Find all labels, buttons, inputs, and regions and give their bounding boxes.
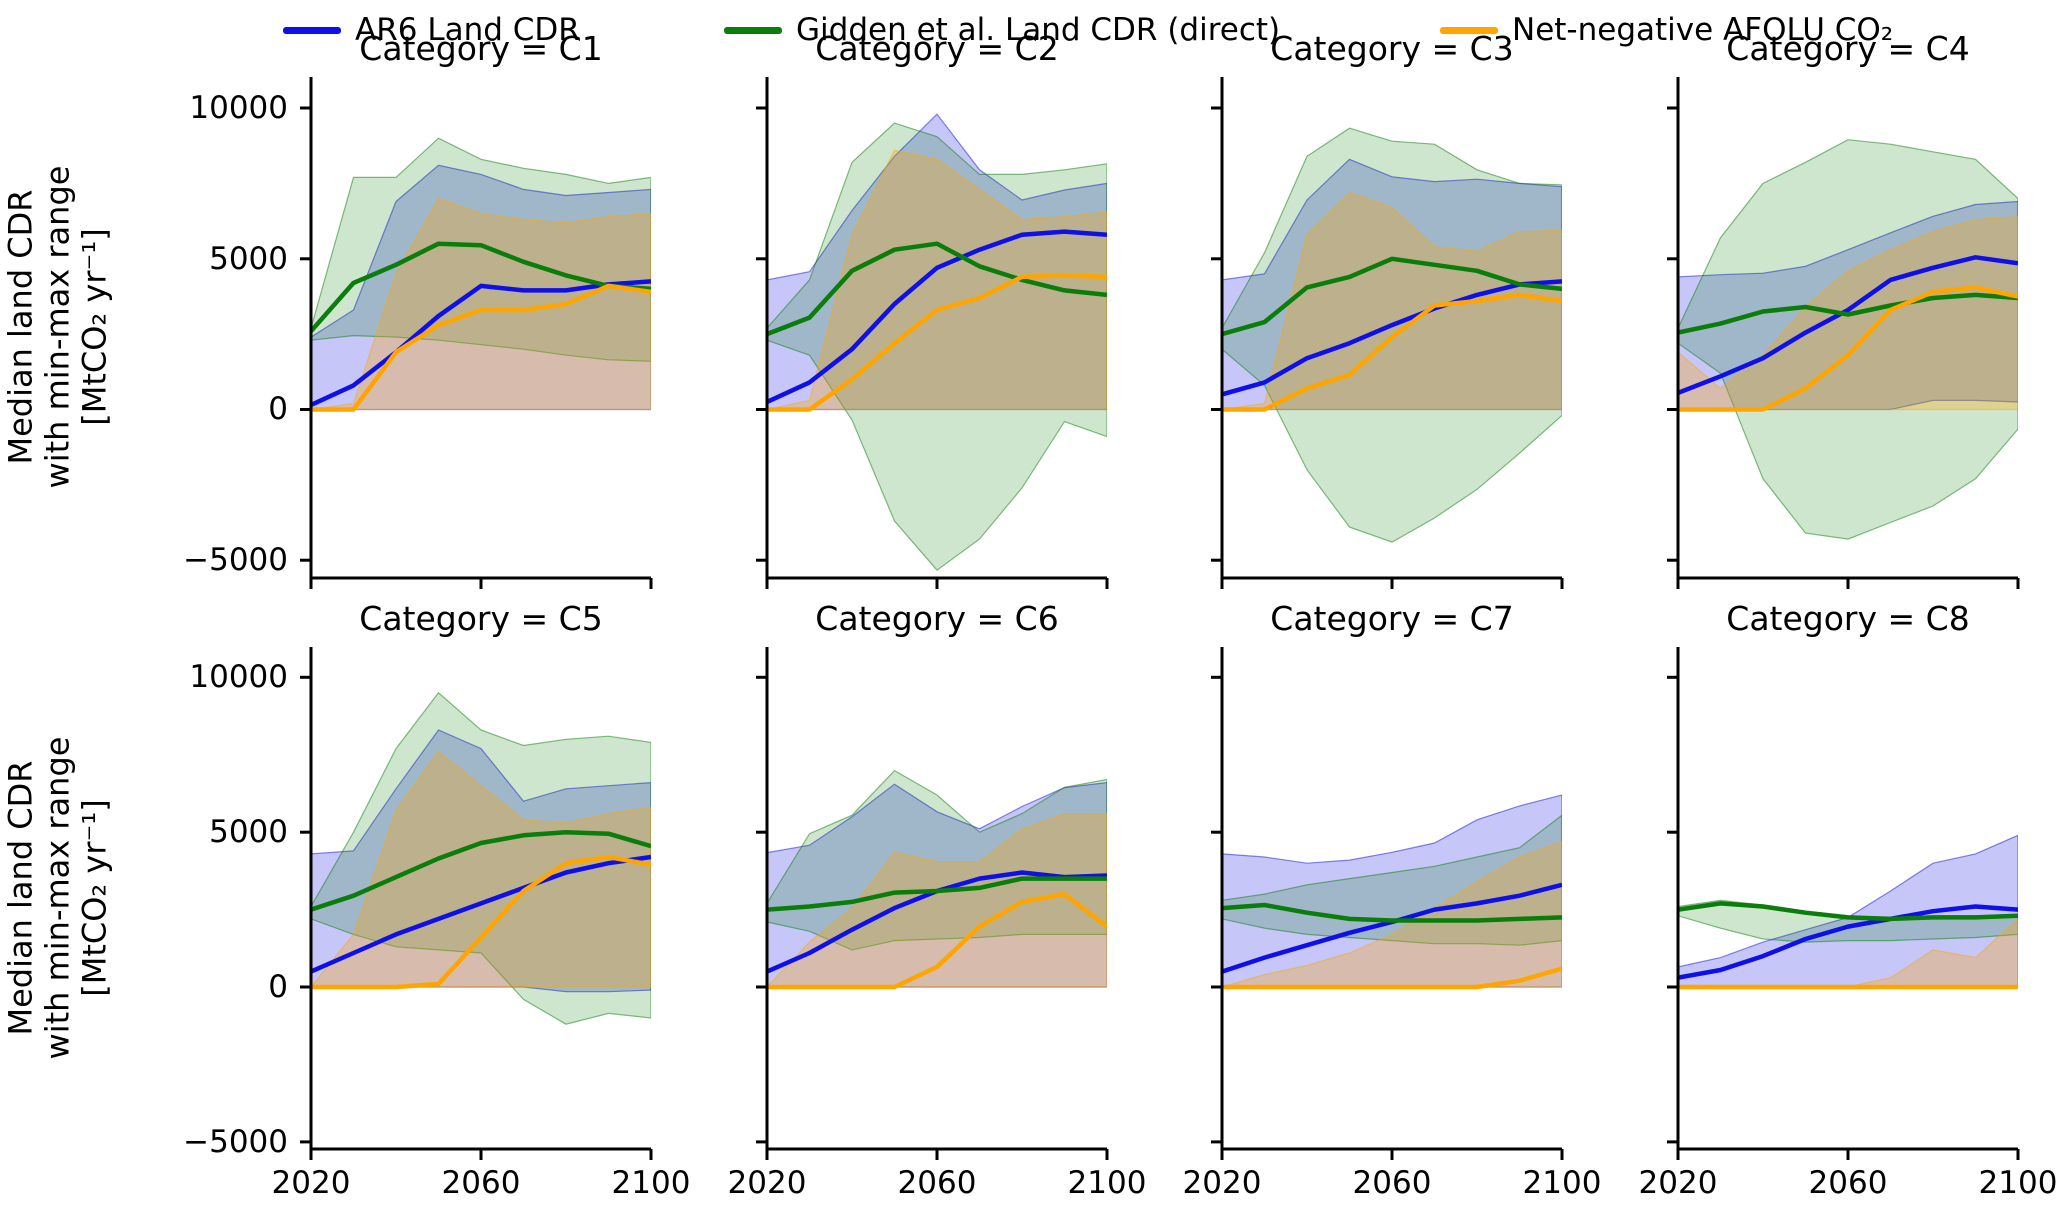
panel-title: Category = C7 xyxy=(1270,599,1514,638)
afolu-minmax-band xyxy=(1222,191,1562,411)
ar6-median-line xyxy=(311,854,651,974)
panel-c6: Category = C6 xyxy=(755,599,1109,1163)
afolu-median-line xyxy=(767,273,1107,412)
y-tick-label: −5000 xyxy=(183,542,288,579)
panel-c5: Category = C5 xyxy=(299,599,653,1163)
y-tick-label: −5000 xyxy=(183,1123,288,1160)
y-axis-label-line: Median land CDR xyxy=(1,760,40,1036)
panel-title: Category = C3 xyxy=(1270,29,1514,68)
chart-svg xyxy=(756,647,1109,1160)
afolu-line-swatch xyxy=(1440,26,1498,34)
x-tick-label: 2100 xyxy=(1067,1165,1147,1201)
x-tick-label: 2060 xyxy=(897,1165,977,1201)
y-axis-label-row2: Median land CDR with min-max range [MtCO… xyxy=(1,736,114,1060)
x-tick-label: 2020 xyxy=(727,1165,807,1201)
panel-title: Category = C5 xyxy=(359,599,603,638)
ar6-median-line xyxy=(1678,904,2018,980)
panel-c4: Category = C4 xyxy=(1666,29,2020,592)
gidden-line-swatch xyxy=(724,26,782,34)
panel-c2: Category = C2 xyxy=(755,29,1109,592)
chart-svg xyxy=(1211,647,1564,1160)
gidden-median-line xyxy=(767,241,1107,337)
ar6-line-swatch xyxy=(283,26,341,34)
afolu-minmax-band xyxy=(311,197,651,411)
gidden-minmax-band xyxy=(1678,139,2018,540)
chart-svg xyxy=(300,77,653,589)
x-tick-label: 2020 xyxy=(271,1165,351,1201)
y-axis-label-row1: Median land CDR with min-max range [MtCO… xyxy=(1,165,114,489)
legend-item-gidden: Gidden et al. Land CDR (direct) xyxy=(724,10,1280,50)
chart-svg xyxy=(1211,77,1564,589)
panel-title: Category = C6 xyxy=(815,599,1059,638)
afolu-minmax-band xyxy=(311,750,651,988)
x-tick-label: 2100 xyxy=(1522,1165,1602,1201)
x-tick-label: 2060 xyxy=(441,1165,521,1201)
legend-label-gidden: Gidden et al. Land CDR (direct) xyxy=(796,12,1281,48)
afolu-median-line xyxy=(311,283,651,412)
ar6-median-line xyxy=(767,229,1107,405)
x-tick-label: 2100 xyxy=(1978,1165,2058,1201)
legend-item-ar6: AR6 Land CDR xyxy=(283,10,580,50)
gidden-median-line xyxy=(1678,292,2018,335)
x-tick-label: 2060 xyxy=(1352,1165,1432,1201)
x-tick-label: 2020 xyxy=(1182,1165,1262,1201)
chart-svg xyxy=(1667,77,2020,589)
y-tick-label: 5000 xyxy=(209,240,288,277)
y-tick-label: 10000 xyxy=(189,659,288,696)
gidden-median-line xyxy=(1222,902,1562,923)
afolu-median-line xyxy=(1678,285,2018,412)
gidden-median-line xyxy=(311,829,651,912)
legend-label-afolu: Net-negative AFOLU CO₂ xyxy=(1512,12,1894,48)
gidden-median-line xyxy=(1222,256,1562,337)
afolu-median-line xyxy=(1222,292,1562,412)
panel-title: Category = C4 xyxy=(1726,29,1970,68)
y-axis-label-line: Median land CDR xyxy=(1,189,40,465)
legend-label-ar6: AR6 Land CDR xyxy=(355,12,580,48)
panel-title: Category = C2 xyxy=(815,29,1059,68)
ar6-median-line xyxy=(1222,279,1562,397)
y-tick-label: 0 xyxy=(268,391,288,428)
ar6-median-line xyxy=(1678,255,2018,395)
gidden-median-line xyxy=(1678,901,2018,922)
y-axis-label-line: with min-max range xyxy=(38,736,77,1060)
afolu-median-line xyxy=(767,891,1107,990)
panel-c1: Category = C1 xyxy=(299,29,653,592)
panel-c3: Category = C3 xyxy=(1210,29,1564,592)
panel-c8: Category = C8 xyxy=(1666,599,2020,1163)
y-axis-label-line: [MtCO₂ yr⁻¹] xyxy=(75,799,114,997)
y-tick-label: 5000 xyxy=(209,814,288,851)
gidden-median-line xyxy=(767,876,1107,912)
y-tick-label: 10000 xyxy=(189,90,288,127)
legend-item-afolu: Net-negative AFOLU CO₂ xyxy=(1440,10,1893,50)
gidden-minmax-band xyxy=(311,691,651,1025)
afolu-median-line xyxy=(311,854,651,990)
afolu-minmax-band xyxy=(767,149,1107,411)
ar6-median-line xyxy=(311,279,651,408)
chart-svg xyxy=(756,77,1109,589)
x-tick-label: 2060 xyxy=(1808,1165,1888,1201)
panel-title: Category = C8 xyxy=(1726,599,1970,638)
y-axis-label-line: with min-max range xyxy=(38,165,77,489)
afolu-median-line xyxy=(1222,966,1562,990)
panel-c7: Category = C7 xyxy=(1210,599,1564,1163)
y-axis-label-line: [MtCO₂ yr⁻¹] xyxy=(75,228,114,426)
x-tick-label: 2020 xyxy=(1638,1165,1718,1201)
y-tick-label: 0 xyxy=(268,969,288,1006)
chart-svg xyxy=(1667,647,2020,1160)
chart-svg xyxy=(300,647,653,1160)
panel-title: Category = C1 xyxy=(359,29,603,68)
x-tick-label: 2100 xyxy=(611,1165,691,1201)
gidden-median-line xyxy=(311,241,651,333)
gidden-minmax-band xyxy=(767,769,1107,951)
